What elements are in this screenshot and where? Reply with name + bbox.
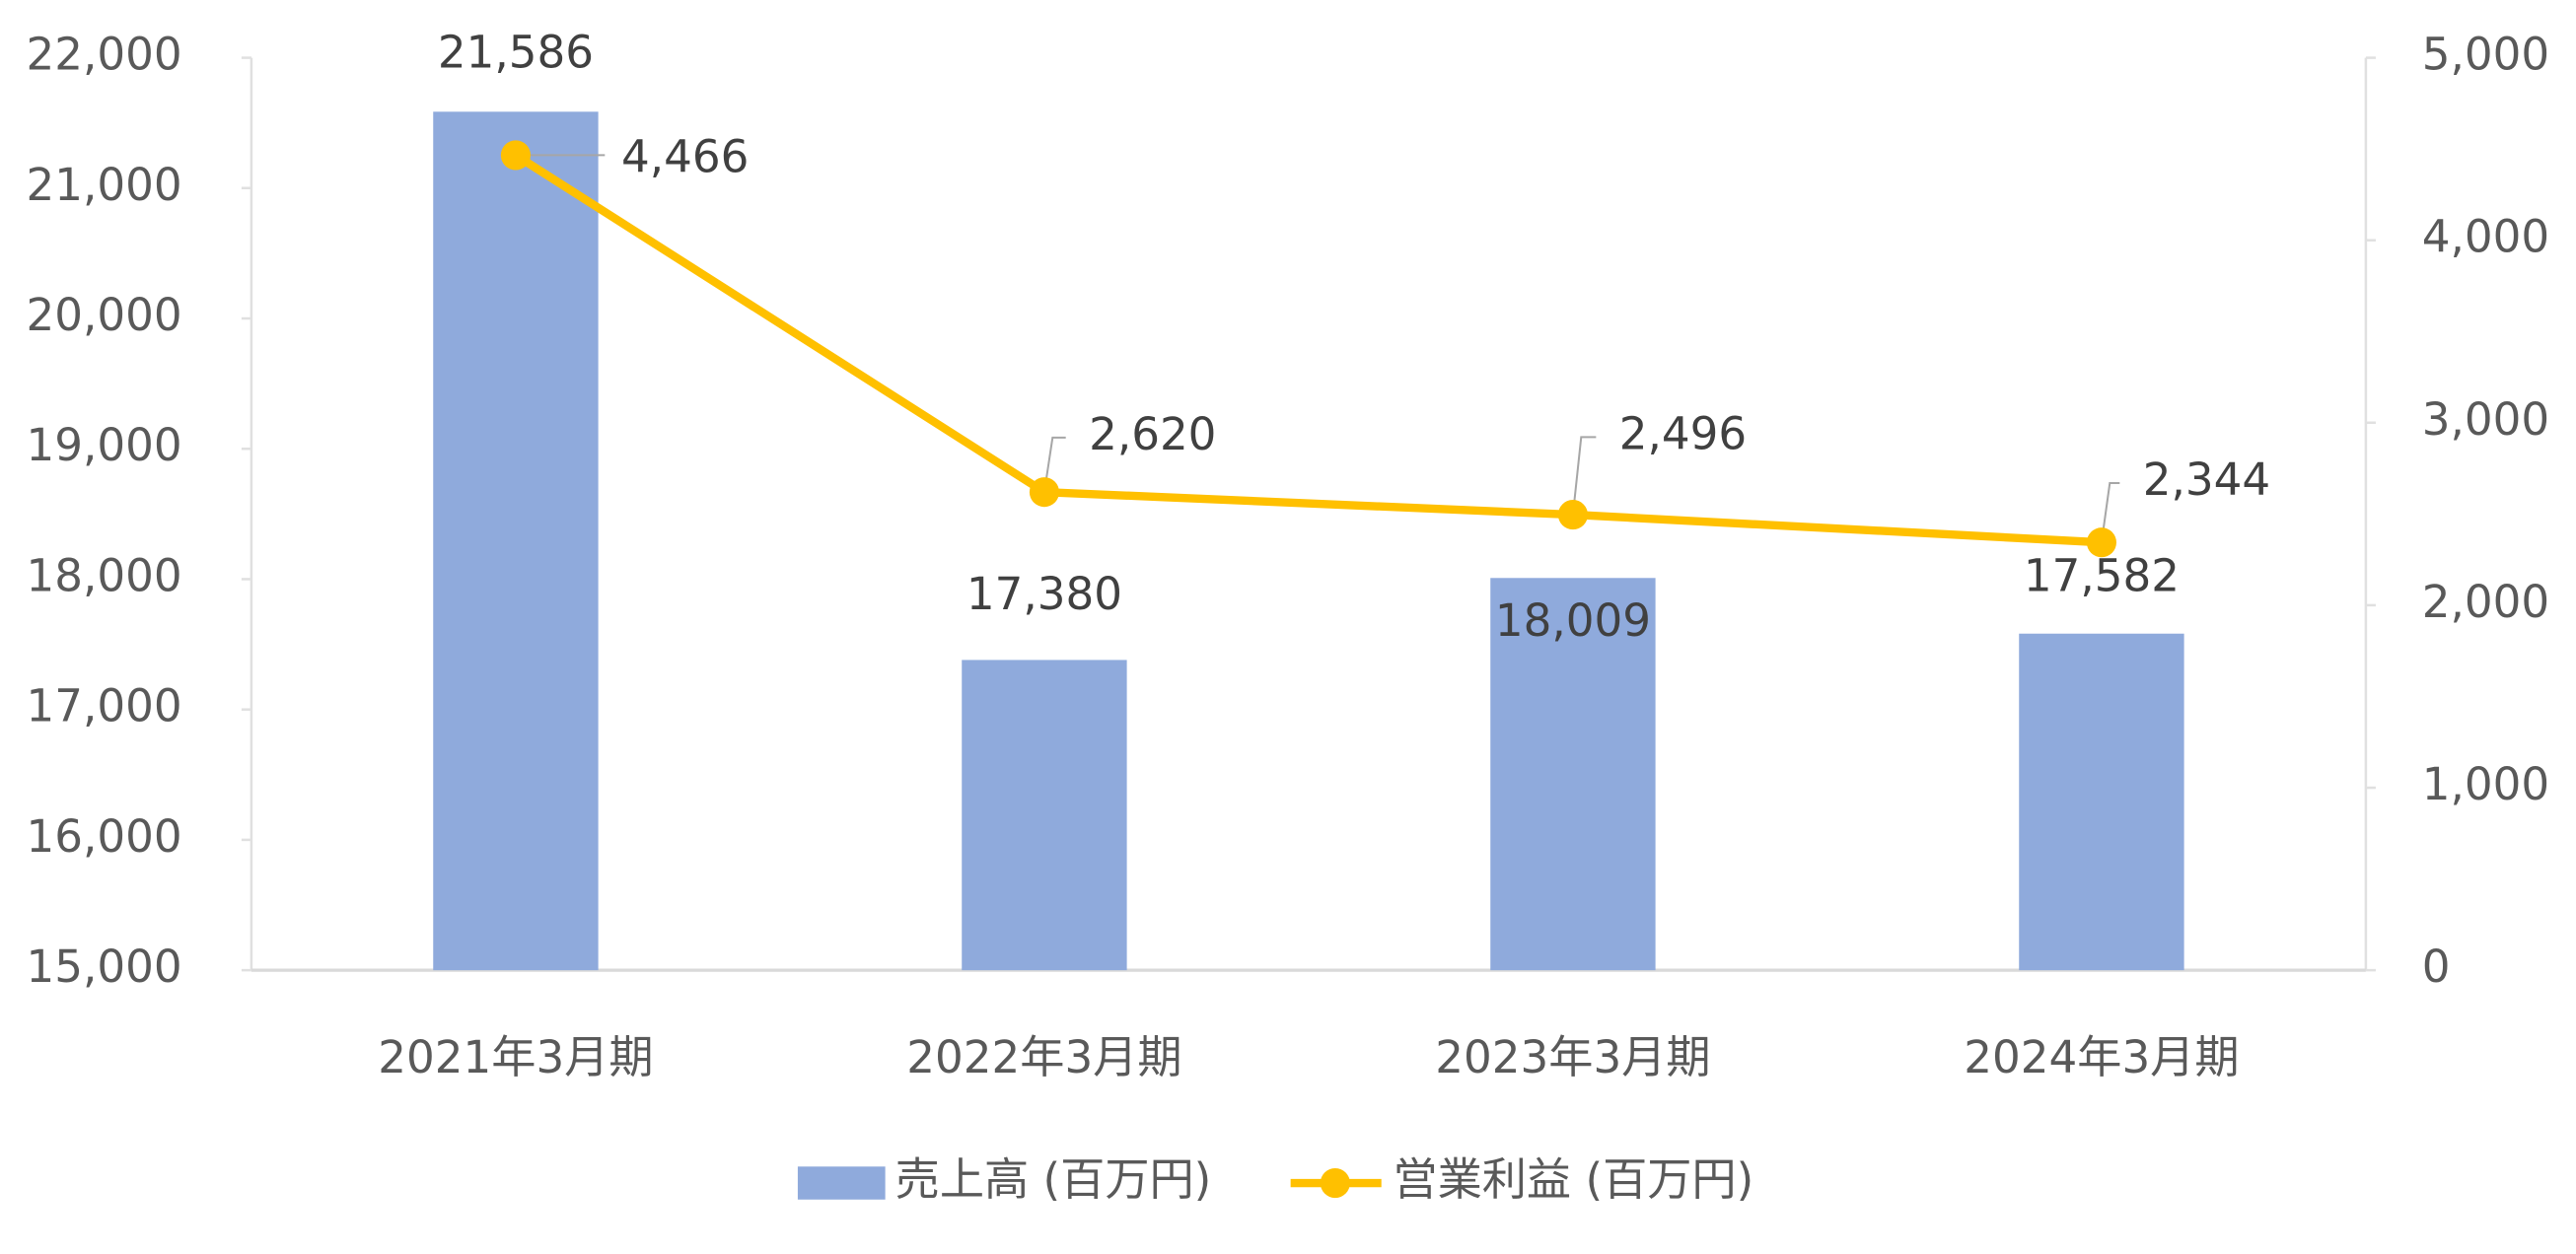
legend-swatch-marker bbox=[1320, 1167, 1350, 1199]
y-tick-label: 15,000 bbox=[27, 940, 182, 993]
legend-label: 売上高 (百万円) bbox=[895, 1153, 1212, 1206]
line-value-label: 2,620 bbox=[1089, 408, 1216, 460]
legend-label: 営業利益 (百万円) bbox=[1393, 1153, 1753, 1206]
x-tick-label: 2022年3月期 bbox=[906, 1031, 1181, 1083]
y2-tick-label: 4,000 bbox=[2422, 211, 2549, 263]
y2-tick-label: 2,000 bbox=[2422, 576, 2549, 628]
bar-value-label: 17,582 bbox=[2024, 550, 2180, 602]
y2-tick-label: 5,000 bbox=[2422, 29, 2549, 81]
y-tick-label: 17,000 bbox=[27, 680, 182, 732]
x-tick-label: 2023年3月期 bbox=[1435, 1031, 1710, 1083]
line-marker bbox=[1029, 477, 1059, 508]
bar bbox=[1490, 578, 1656, 971]
bar bbox=[2019, 633, 2184, 971]
leader-line bbox=[2100, 481, 2120, 543]
line bbox=[513, 151, 2103, 547]
bar bbox=[962, 660, 1127, 971]
y-tick-label: 16,000 bbox=[27, 810, 182, 863]
y-tick-label: 19,000 bbox=[27, 419, 182, 471]
bar-value-label: 17,380 bbox=[966, 568, 1122, 620]
bar-value-label: 21,586 bbox=[438, 26, 594, 78]
line-value-label: 2,496 bbox=[1619, 407, 1747, 459]
y-tick-label: 21,000 bbox=[27, 159, 182, 211]
leader-line bbox=[1571, 436, 1597, 516]
line-marker bbox=[2086, 527, 2116, 558]
line-marker bbox=[1557, 500, 1588, 530]
y2-tick-label: 3,000 bbox=[2422, 393, 2549, 446]
x-tick-label: 2024年3月期 bbox=[1964, 1031, 2239, 1083]
bar bbox=[433, 111, 599, 971]
y2-tick-label: 1,000 bbox=[2422, 758, 2549, 810]
y-tick-label: 22,000 bbox=[27, 29, 182, 81]
line-value-label: 2,344 bbox=[2143, 453, 2270, 506]
y-tick-label: 20,000 bbox=[27, 289, 182, 341]
line-marker bbox=[500, 140, 531, 171]
leader-line bbox=[1042, 436, 1066, 493]
x-tick-label: 2021年3月期 bbox=[378, 1031, 653, 1083]
legend-swatch bbox=[797, 1166, 886, 1200]
y-tick-label: 18,000 bbox=[27, 549, 182, 601]
line-value-label: 4,466 bbox=[621, 130, 749, 182]
bar-value-label: 18,009 bbox=[1495, 594, 1651, 647]
y2-tick-label: 0 bbox=[2422, 940, 2451, 993]
